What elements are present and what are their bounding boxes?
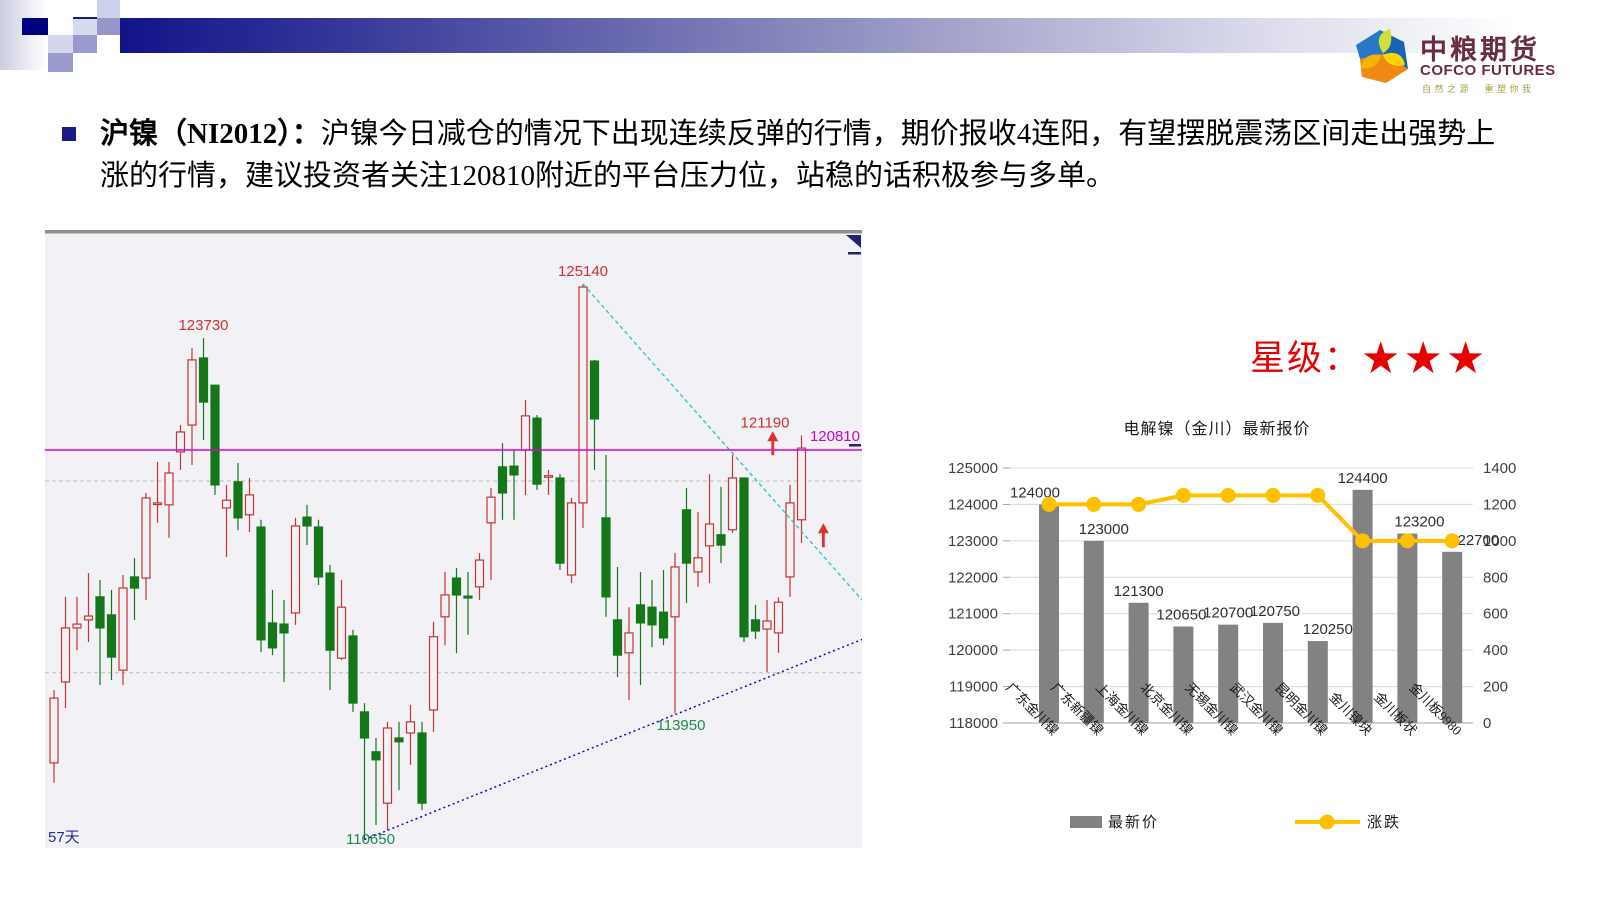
svg-text:125000: 125000 <box>948 460 998 477</box>
svg-text:57天: 57天 <box>48 829 80 846</box>
decor-square-mid-2 <box>73 35 97 53</box>
svg-text:120750: 120750 <box>1250 603 1300 620</box>
decor-gradient-strip <box>0 0 47 70</box>
svg-text:122700: 122700 <box>1449 532 1499 549</box>
logo-name-en: COFCO FUTURES <box>1420 62 1556 79</box>
star-icons: ★★★ <box>1361 333 1489 384</box>
svg-text:124000: 124000 <box>948 496 998 513</box>
svg-text:120810: 120810 <box>810 428 860 445</box>
bullet-marker <box>62 127 76 141</box>
decor-line-navy <box>73 17 120 19</box>
decor-square-mid-1 <box>97 18 120 35</box>
decor-square-mid-3 <box>48 53 73 72</box>
commentary-contract: 沪镍（NI2012）： <box>100 118 321 150</box>
svg-text:125140: 125140 <box>558 263 608 280</box>
svg-text:122000: 122000 <box>948 569 998 586</box>
star-rating-label: 星级： <box>1250 339 1362 378</box>
decor-square-light-1 <box>73 19 97 35</box>
svg-text:200: 200 <box>1483 679 1508 696</box>
svg-text:120000: 120000 <box>948 642 998 659</box>
svg-text:121190: 121190 <box>741 414 790 431</box>
svg-text:600: 600 <box>1483 606 1508 623</box>
decor-gradient-bar <box>120 18 1560 53</box>
svg-text:119000: 119000 <box>949 679 998 696</box>
svg-text:1200: 1200 <box>1483 496 1516 513</box>
svg-text:121300: 121300 <box>1114 583 1164 600</box>
cofco-logo-icon <box>1356 29 1408 83</box>
quotes-bar-chart: 电解镍（金川）最新报价 125000 124000 123000 122000 12100… <box>948 420 1516 831</box>
svg-text:0: 0 <box>1483 715 1491 732</box>
candlestick-chart: 123730 125140 121190 120810 113950 110650 57天 <box>45 230 862 848</box>
svg-text:123000: 123000 <box>1079 521 1129 538</box>
svg-text:120250: 120250 <box>1303 621 1353 638</box>
commentary-paragraph: 沪镍（NI2012）：沪镍今日减仓的情况下出现连续反弹的行情，期价报收4连阳，有… <box>100 113 1500 197</box>
svg-text:最新价: 最新价 <box>1108 814 1159 831</box>
star-rating: 星级：★★★ <box>1250 330 1489 384</box>
svg-text:120700: 120700 <box>1203 605 1253 622</box>
svg-text:电解镍（金川）最新报价: 电解镍（金川）最新报价 <box>1123 420 1310 438</box>
svg-text:110650: 110650 <box>346 831 395 848</box>
svg-text:123200: 123200 <box>1394 514 1444 531</box>
svg-text:1000: 1000 <box>1483 533 1516 550</box>
svg-text:118000: 118000 <box>949 715 998 732</box>
svg-text:123730: 123730 <box>178 317 228 334</box>
svg-text:113950: 113950 <box>657 717 706 734</box>
svg-text:124400: 124400 <box>1338 470 1388 487</box>
cofco-logo: 中粮期货 COFCO FUTURES 自然之源 重塑你我 <box>1350 18 1560 100</box>
decor-square-light-3 <box>48 35 73 53</box>
svg-text:120650: 120650 <box>1156 606 1206 623</box>
svg-text:1400: 1400 <box>1483 460 1516 477</box>
svg-text:涨跌: 涨跌 <box>1367 814 1401 831</box>
decor-square-navy <box>22 18 48 35</box>
svg-text:123000: 123000 <box>948 533 998 550</box>
commentary-text: 沪镍今日减仓的情况下出现连续反弹的行情，期价报收4连阳，有望摆脱震荡区间走出强势… <box>100 118 1496 192</box>
svg-text:400: 400 <box>1483 642 1508 659</box>
svg-text:800: 800 <box>1483 569 1508 586</box>
svg-text:121000: 121000 <box>948 606 998 623</box>
logo-name-cn: 中粮期货 <box>1420 35 1540 65</box>
decor-square-light-2 <box>97 0 120 18</box>
logo-slogan: 自然之源 重塑你我 <box>1422 84 1535 94</box>
